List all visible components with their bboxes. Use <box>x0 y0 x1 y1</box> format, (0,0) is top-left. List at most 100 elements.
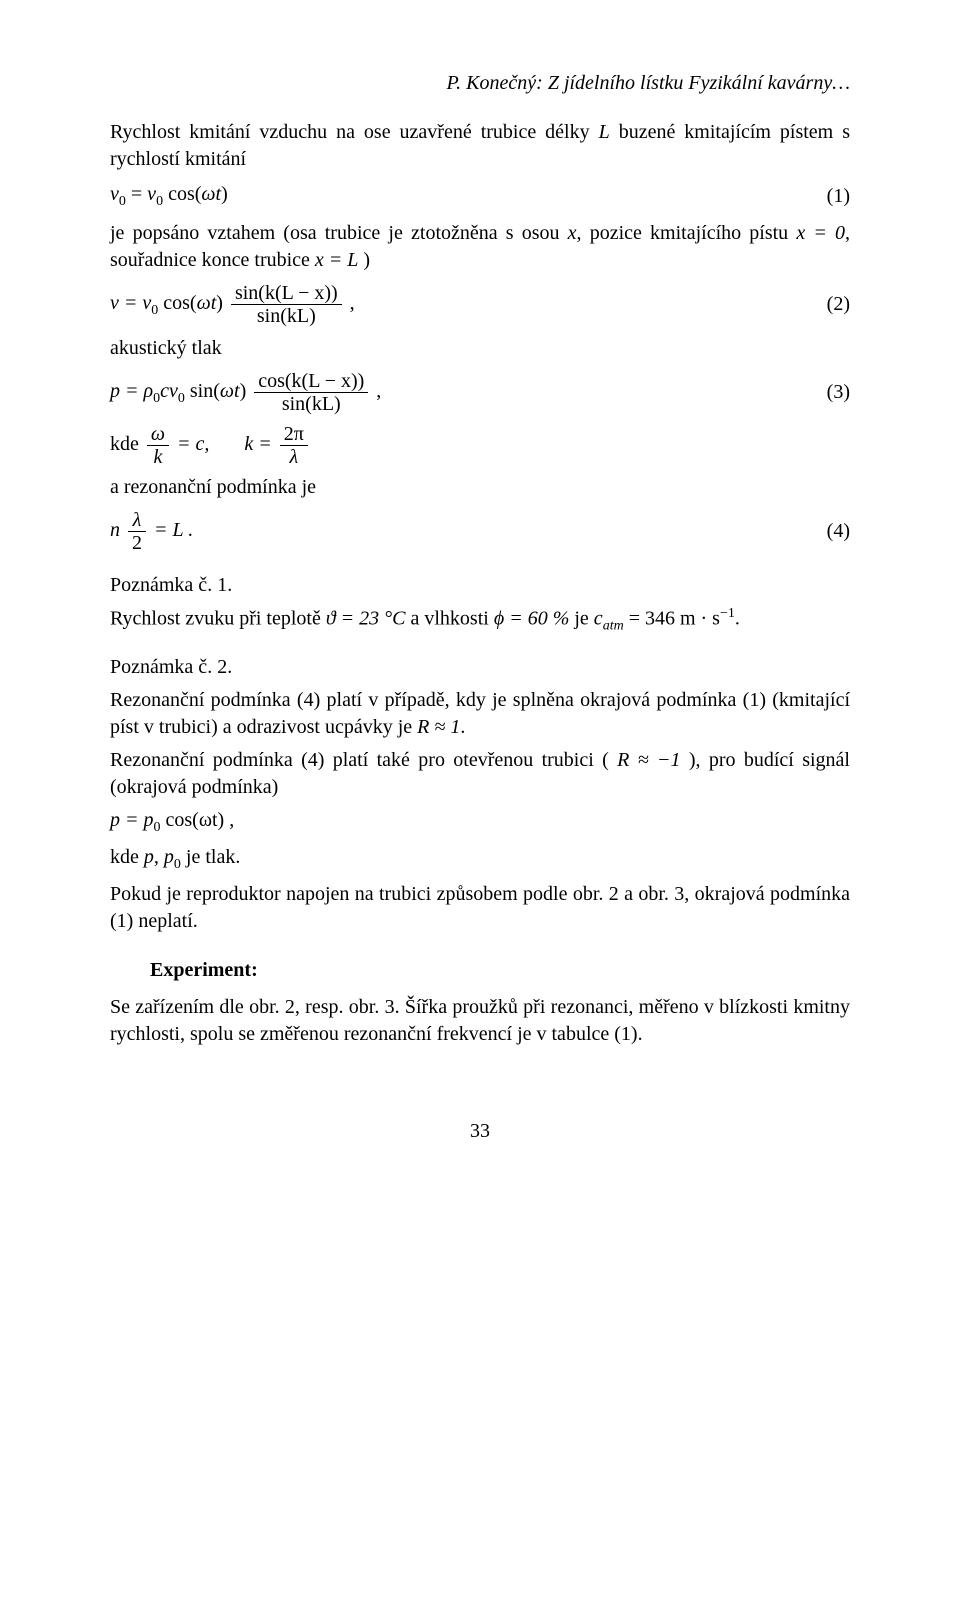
eq2-frac-den: sin(kL) <box>231 305 342 327</box>
equation-2-number: (2) <box>800 291 850 318</box>
ctx-x: x <box>568 222 577 244</box>
wp-p0sub: 0 <box>174 857 181 872</box>
page-number: 33 <box>110 1118 850 1145</box>
experiment-heading: Experiment: <box>150 957 850 984</box>
where-frac2-den: λ <box>280 446 308 468</box>
note-2-line-1: Rezonanční podmínka (4) platí v případě,… <box>110 687 850 741</box>
experiment-body: Se zařízením dle obr. 2, resp. obr. 3. Š… <box>110 994 850 1048</box>
eq3-close: ) <box>240 380 247 402</box>
n1-catm-c: c <box>594 608 603 630</box>
eq2-cos: cos( <box>158 292 196 314</box>
eq3-cv: cv <box>160 380 178 402</box>
context-paragraph: je popsáno vztahem (osa trubice je ztoto… <box>110 220 850 274</box>
eq3-frac-den: sin(kL) <box>254 393 368 415</box>
n1-period: . <box>735 608 740 630</box>
n2-b: . <box>460 716 465 738</box>
eq4-n: n <box>110 519 120 541</box>
intro-text-1: Rychlost kmitání vzduchu na ose uzavřené… <box>110 121 599 143</box>
n2-a: Rezonanční podmínka (4) platí v případě,… <box>110 689 850 738</box>
eq3-comma: , <box>371 380 381 402</box>
equation-4-number: (4) <box>800 518 850 545</box>
equation-3-number: (3) <box>800 379 850 406</box>
n1-catm-sub: atm <box>603 619 624 634</box>
note-2-line-2: Rezonanční podmínka (4) platí také pro o… <box>110 747 850 801</box>
intro-paragraph: Rychlost kmitání vzduchu na ose uzavřené… <box>110 119 850 173</box>
where-keq: k = <box>244 433 276 455</box>
eq1-omega: ω <box>201 183 215 205</box>
eqp-sub0: 0 <box>154 820 161 835</box>
note-1-body: Rychlost zvuku při teplotě ϑ = 23 °C a v… <box>110 605 850 637</box>
eq1-sub0a: 0 <box>119 194 126 209</box>
ctx-xL: x = L <box>315 249 359 271</box>
n1-b: a vlhkosti <box>406 608 494 630</box>
eq3-sub0b: 0 <box>178 391 185 406</box>
equation-2-body: v = v0 cos(ωt) sin(k(L − x)) sin(kL) , <box>110 282 800 327</box>
equation-1: v0 = v0 cos(ωt) (1) <box>110 181 850 212</box>
eq1-close: ) <box>221 183 228 205</box>
reproductor-line: Pokud je reproduktor napojen na trubici … <box>110 881 850 935</box>
wp-c: je tlak. <box>181 846 240 868</box>
equation-3: p = ρ0cv0 sin(ωt) cos(k(L − x)) sin(kL) … <box>110 370 850 415</box>
equation-2: v = v0 cos(ωt) sin(k(L − x)) sin(kL) , (… <box>110 282 850 327</box>
ctx-4: ) <box>358 249 370 271</box>
n1-c: je <box>569 608 593 630</box>
wp-b: , <box>154 846 164 868</box>
eq2-frac-num: sin(k(L − x)) <box>231 282 342 305</box>
eq2-pre: v = v <box>110 292 151 314</box>
equation-4-body: n λ 2 = L . <box>110 509 800 554</box>
eq3-frac-num: cos(k(L − x)) <box>254 370 368 393</box>
eq1-cos: cos( <box>163 183 201 205</box>
where-line: kde ω k = c, k = 2π λ <box>110 423 850 468</box>
eq3-pre: p = <box>110 380 144 402</box>
equation-1-number: (1) <box>800 183 850 210</box>
eq2-omega: ω <box>197 292 211 314</box>
equation-1-body: v0 = v0 cos(ωt) <box>110 181 800 212</box>
wp-a: kde <box>110 846 144 868</box>
ctx-1: je popsáno vztahem (osa trubice je ztoto… <box>110 222 568 244</box>
eq4-frac-num: λ <box>128 509 146 532</box>
eq1-eq: = <box>126 183 147 205</box>
eq3-sin: sin( <box>185 380 220 402</box>
equation-4: n λ 2 = L . (4) <box>110 509 850 554</box>
eq1-v: v <box>110 183 119 205</box>
n2-R1: R ≈ 1 <box>417 716 460 738</box>
where-frac1-den: k <box>147 446 169 468</box>
where-eqc: = c, <box>172 433 209 455</box>
note-1-heading: Poznámka č. 1. <box>110 572 850 599</box>
eq3-rho: ρ <box>144 380 154 402</box>
equation-p: p = p0 cos(ωt) , <box>110 807 850 838</box>
eqp-body: p = p <box>110 809 154 831</box>
eq2-fraction: sin(k(L − x)) sin(kL) <box>231 282 342 327</box>
where-kde: kde <box>110 433 144 455</box>
where-p-line: kde p, p0 je tlak. <box>110 844 850 875</box>
where-frac2: 2π λ <box>280 423 308 468</box>
note-2-heading: Poznámka č. 2. <box>110 654 850 681</box>
eq2-close: ) <box>216 292 223 314</box>
eq4-frac-den: 2 <box>128 532 146 554</box>
eq1-sub0b: 0 <box>156 194 163 209</box>
ctx-x0: x = 0 <box>796 222 845 244</box>
wp-p0: p <box>164 846 174 868</box>
resonance-label: a rezonanční podmínka je <box>110 474 850 501</box>
n1-theta: ϑ = 23 °C <box>326 608 406 630</box>
eq1-vr: v <box>147 183 156 205</box>
ctx-2: , pozice kmitajícího pístu <box>577 222 797 244</box>
eq4-fraction: λ 2 <box>128 509 146 554</box>
eq4-eqL: = L . <box>149 519 193 541</box>
acoustic-pressure-label: akustický tlak <box>110 335 850 362</box>
intro-L: L <box>599 121 610 143</box>
n1-catm-exp: −1 <box>720 606 735 621</box>
where-frac1: ω k <box>147 423 169 468</box>
eq3-fraction: cos(k(L − x)) sin(kL) <box>254 370 368 415</box>
where-frac1-num: ω <box>147 423 169 446</box>
equation-3-body: p = ρ0cv0 sin(ωt) cos(k(L − x)) sin(kL) … <box>110 370 800 415</box>
eq2-comma: , <box>345 292 355 314</box>
n2-Rm1: R ≈ −1 <box>617 749 680 771</box>
n1-a: Rychlost zvuku při teplotě <box>110 608 326 630</box>
n1-catm-val: = 346 m · s <box>624 608 720 630</box>
eqp-cos: cos(ωt) , <box>161 809 235 831</box>
where-frac2-num: 2π <box>280 423 308 446</box>
running-header: P. Konečný: Z jídelního lístku Fyzikální… <box>110 70 850 97</box>
n1-phi: ϕ = 60 % <box>494 608 570 630</box>
wp-p: p <box>144 846 154 868</box>
